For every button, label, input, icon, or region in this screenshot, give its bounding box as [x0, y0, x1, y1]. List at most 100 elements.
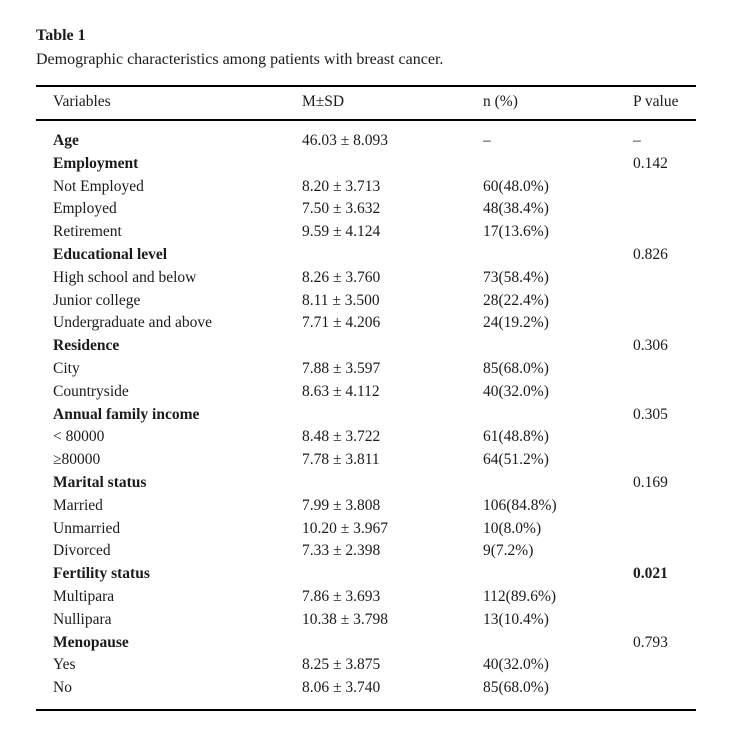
- column-header-n: n (%): [483, 86, 633, 121]
- table-row: Yes 8.25 ± 3.875 40(32.0%): [36, 654, 696, 677]
- table-row: Countryside 8.63 ± 4.112 40(32.0%): [36, 381, 696, 404]
- table-row: Age 46.03 ± 8.093 – –: [36, 120, 696, 153]
- cell-variable: Yes: [53, 656, 76, 674]
- cell-msd: 8.26 ± 3.760: [302, 268, 381, 286]
- cell-variable: Unmarried: [53, 519, 121, 537]
- cell-p: [633, 609, 696, 632]
- cell-msd: 7.50 ± 3.632: [302, 200, 381, 218]
- table-row: Employment 0.142: [36, 153, 696, 176]
- table-row: Retirement 9.59 ± 4.124 17(13.6%): [36, 221, 696, 244]
- table-row: Divorced 7.33 ± 2.398 9(7.2%): [36, 540, 696, 563]
- cell-p: [633, 198, 696, 221]
- cell-p: [633, 540, 696, 563]
- cell-p: 0.826: [633, 245, 668, 263]
- cell-n: [483, 563, 633, 586]
- table-caption: Demographic characteristics among patien…: [36, 51, 444, 68]
- cell-p: [633, 267, 696, 290]
- cell-p: –: [633, 132, 641, 149]
- cell-n: 112(89.6%): [483, 587, 557, 605]
- cell-n: 48(38.4%): [483, 200, 549, 218]
- table-body: Age 46.03 ± 8.093 – – Employment 0.142 N…: [36, 120, 696, 710]
- cell-variable: Nullipara: [53, 610, 112, 628]
- cell-n: 17(13.6%): [483, 223, 549, 241]
- cell-p: [633, 677, 696, 710]
- cell-variable: Countryside: [53, 382, 129, 400]
- table-row: High school and below 8.26 ± 3.760 73(58…: [36, 267, 696, 290]
- cell-n: [483, 335, 633, 358]
- cell-n: 106(84.8%): [483, 496, 557, 514]
- cell-p: [633, 495, 696, 518]
- cell-variable: Annual family income: [53, 405, 200, 423]
- cell-msd: [302, 472, 483, 495]
- cell-msd: 7.78 ± 3.811: [302, 451, 380, 469]
- cell-variable: Residence: [53, 337, 120, 355]
- cell-n: 85(68.0%): [483, 679, 549, 697]
- cell-n: 40(32.0%): [483, 656, 549, 674]
- paper-page: Table 1 Demographic characteristics amon…: [36, 27, 696, 711]
- cell-msd: [302, 632, 483, 655]
- cell-p: 0.142: [633, 154, 668, 172]
- table-row: Marital status 0.169: [36, 472, 696, 495]
- cell-n: 13(10.4%): [483, 610, 549, 628]
- cell-n: [483, 404, 633, 427]
- cell-n: 64(51.2%): [483, 451, 549, 469]
- cell-msd: 8.20 ± 3.713: [302, 177, 381, 195]
- table-row: Educational level 0.826: [36, 244, 696, 267]
- cell-msd: 7.99 ± 3.808: [302, 496, 381, 514]
- cell-n: –: [483, 132, 491, 149]
- cell-variable: Menopause: [53, 633, 129, 651]
- demographics-table: Variables M±SD n (%) P value Age 46.03 ±…: [36, 85, 696, 711]
- cell-variable: Marital status: [53, 473, 147, 491]
- column-header-pvalue: P value: [633, 86, 696, 121]
- cell-n: [483, 632, 633, 655]
- cell-msd: 46.03 ± 8.093: [302, 132, 389, 149]
- table-row: City 7.88 ± 3.597 85(68.0%): [36, 358, 696, 381]
- column-header-msd: M±SD: [302, 86, 483, 121]
- table-row: Multipara 7.86 ± 3.693 112(89.6%): [36, 586, 696, 609]
- table-row: Not Employed 8.20 ± 3.713 60(48.0%): [36, 176, 696, 199]
- cell-msd: 7.86 ± 3.693: [302, 587, 381, 605]
- cell-n: [483, 472, 633, 495]
- cell-msd: [302, 563, 483, 586]
- cell-n: 85(68.0%): [483, 359, 549, 377]
- cell-p: 0.306: [633, 337, 668, 355]
- cell-msd: 7.33 ± 2.398: [302, 542, 381, 560]
- cell-variable: Employed: [53, 200, 117, 218]
- cell-msd: 8.06 ± 3.740: [302, 679, 381, 697]
- cell-n: 40(32.0%): [483, 382, 549, 400]
- cell-msd: 8.63 ± 4.112: [302, 382, 380, 400]
- cell-p: 0.793: [633, 633, 668, 651]
- cell-variable: Fertility status: [53, 565, 150, 583]
- cell-msd: 8.48 ± 3.722: [302, 428, 381, 446]
- cell-n: 73(58.4%): [483, 268, 549, 286]
- cell-p: 0.305: [633, 405, 668, 423]
- cell-msd: [302, 335, 483, 358]
- cell-msd: 10.38 ± 3.798: [302, 610, 389, 628]
- table-row: ≥80000 7.78 ± 3.811 64(51.2%): [36, 449, 696, 472]
- cell-variable: Married: [53, 496, 103, 514]
- cell-p: [633, 381, 696, 404]
- cell-p: [633, 449, 696, 472]
- table-row: Annual family income 0.305: [36, 404, 696, 427]
- cell-variable: Not Employed: [53, 177, 144, 195]
- cell-n: 28(22.4%): [483, 291, 549, 309]
- table-row: No 8.06 ± 3.740 85(68.0%): [36, 677, 696, 710]
- cell-n: 10(8.0%): [483, 519, 542, 537]
- cell-variable: High school and below: [53, 268, 197, 286]
- cell-msd: 7.88 ± 3.597: [302, 359, 381, 377]
- cell-msd: 9.59 ± 4.124: [302, 223, 381, 241]
- cell-variable: < 80000: [53, 428, 105, 446]
- cell-variable: Employment: [53, 154, 139, 172]
- table-row: Menopause 0.793: [36, 632, 696, 655]
- table-row: Nullipara 10.38 ± 3.798 13(10.4%): [36, 609, 696, 632]
- table-row: Residence 0.306: [36, 335, 696, 358]
- cell-p: [633, 518, 696, 541]
- cell-msd: [302, 244, 483, 267]
- cell-p: [633, 221, 696, 244]
- cell-variable: Junior college: [53, 291, 141, 309]
- cell-p: 0.169: [633, 473, 668, 491]
- cell-n: 61(48.8%): [483, 428, 549, 446]
- cell-msd: 10.20 ± 3.967: [302, 519, 389, 537]
- cell-msd: [302, 404, 483, 427]
- cell-p: [633, 654, 696, 677]
